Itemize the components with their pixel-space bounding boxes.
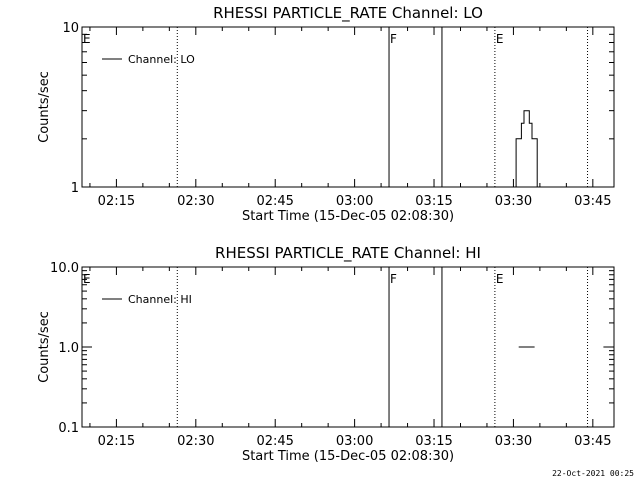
event-marker-label: E [83,272,91,286]
x-tick-label: 02:45 [256,194,293,209]
event-marker-label: E [83,32,91,46]
x-axis-label: Start Time (15-Dec-05 02:08:30) [242,449,454,464]
x-tick-label: 03:30 [495,194,532,209]
y-tick-label: 0.1 [58,421,79,436]
y-tick-label: 1.0 [58,341,79,356]
x-tick-label: 03:45 [574,434,611,449]
event-marker-label: F [390,272,397,286]
generation-timestamp: 22-Oct-2021 00:25 [552,469,634,478]
plot-data-area [515,110,538,187]
legend-label: Channel: HI [128,293,192,306]
x-tick-label: 03:15 [415,434,452,449]
y-axis-label: Counts/sec [37,311,52,383]
event-marker-label: F [390,32,397,46]
x-tick-label: 02:30 [177,434,214,449]
axis-frame [81,26,615,188]
x-tick-label: 02:15 [98,194,135,209]
legend-label: Channel: LO [128,53,195,66]
x-tick-label: 03:00 [336,194,373,209]
y-axis-label: Counts/sec [37,71,52,143]
y-tick-label: 10.0 [50,261,79,276]
chart-title: RHESSI PARTICLE_RATE Channel: LO [213,4,483,23]
x-tick-label: 02:45 [256,434,293,449]
series-line [515,110,538,187]
x-tick-label: 02:30 [177,194,214,209]
x-tick-label: 03:30 [495,434,532,449]
x-axis-label: Start Time (15-Dec-05 02:08:30) [242,209,454,224]
chart-title: RHESSI PARTICLE_RATE Channel: HI [215,244,481,263]
lo-channel-plot: RHESSI PARTICLE_RATE Channel: LO 02:15 02:… [37,4,615,224]
x-tick-label: 03:45 [574,194,611,209]
x-tick-label: 03:15 [415,194,452,209]
event-marker-label: E [496,32,504,46]
y-tick-label: 1 [71,181,79,196]
x-tick-label: 02:15 [98,434,135,449]
x-tick-label: 03:00 [336,434,373,449]
y-tick-label: 10 [62,21,79,36]
hi-channel-plot: RHESSI PARTICLE_RATE Channel: HI 02:15 02:… [37,244,615,464]
event-marker-label: E [496,272,504,286]
